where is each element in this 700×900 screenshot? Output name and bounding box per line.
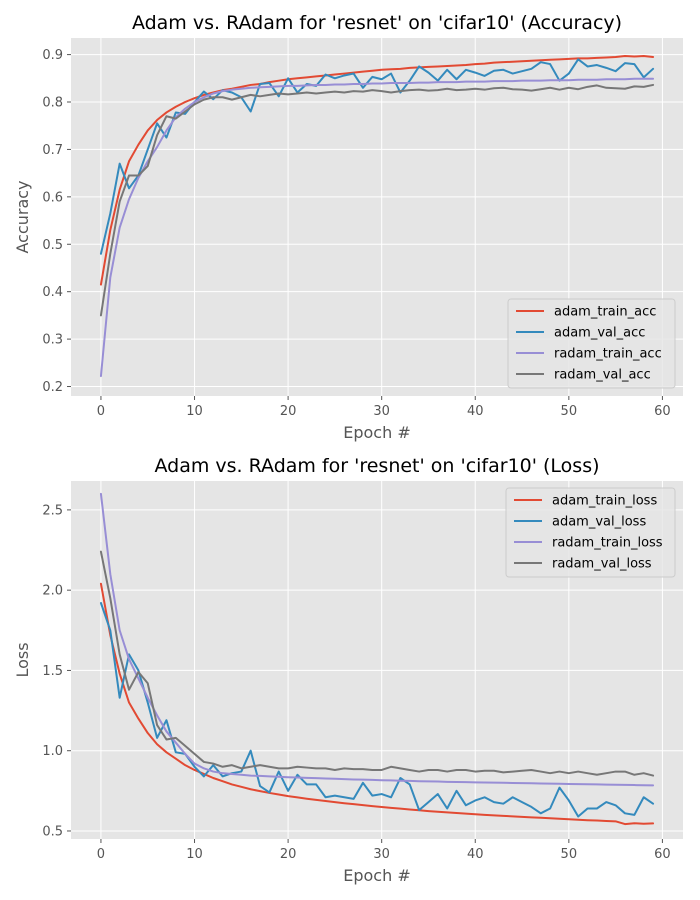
legend-entry-adam-train-acc: adam_train_acc <box>516 305 656 320</box>
legend-entry-radam-train-acc: radam_train_acc <box>516 347 662 362</box>
legend-entry-radam-val-loss: radam_val_loss <box>514 557 652 572</box>
series-line-radam-train-loss <box>99 492 655 787</box>
y-tick-label: 0.8 <box>42 96 63 111</box>
loss-chart-title: Adam vs. RAdam for 'resnet' on 'cifar10'… <box>154 455 599 477</box>
y-tick-label: 2.5 <box>42 503 63 518</box>
x-tick-label: 60 <box>654 404 671 419</box>
accuracy-legend-box <box>507 298 676 389</box>
x-tick-label: 0 <box>97 847 105 862</box>
legend-label: adam_val_loss <box>552 515 646 530</box>
legend-label: adam_train_loss <box>552 494 657 509</box>
legend-label: adam_val_acc <box>554 326 645 341</box>
legend-entry-adam-val-acc: adam_val_acc <box>516 326 645 341</box>
series-line-radam-train-acc <box>99 77 655 378</box>
x-tick-label: 30 <box>373 404 390 419</box>
loss-legend: adam_train_loss adam_val_loss radam_trai… <box>505 487 676 578</box>
loss-legend-box <box>505 487 676 578</box>
x-tick-label: 40 <box>467 847 484 862</box>
series-line-adam-train-loss <box>99 582 655 826</box>
x-tick-label: 10 <box>186 404 203 419</box>
x-tick-label: 10 <box>186 847 203 862</box>
loss-x-ticks: 0 10 20 30 40 50 60 <box>97 839 671 862</box>
legend-entry-adam-val-loss: adam_val_loss <box>514 515 646 530</box>
y-tick-label: 0.4 <box>42 285 63 300</box>
accuracy-y-axis-label: Accuracy <box>13 180 32 253</box>
y-tick-label: 0.3 <box>42 333 63 348</box>
y-tick-label: 0.7 <box>42 143 63 158</box>
accuracy-series <box>99 55 655 378</box>
x-tick-label: 0 <box>97 404 105 419</box>
loss-y-ticks: 0.5 1.0 1.5 2.0 2.5 <box>42 503 71 839</box>
loss-series <box>99 492 655 826</box>
y-tick-label: 0.9 <box>42 48 63 63</box>
legend-label: radam_train_acc <box>554 347 662 362</box>
x-tick-label: 50 <box>561 847 578 862</box>
accuracy-x-ticks: 0 10 20 30 40 50 60 <box>97 396 671 419</box>
legend-label: radam_val_acc <box>554 368 651 383</box>
x-tick-label: 60 <box>654 847 671 862</box>
accuracy-chart-title: Adam vs. RAdam for 'resnet' on 'cifar10'… <box>132 12 622 34</box>
series-line-adam-train-acc <box>99 55 655 286</box>
series-line-radam-val-loss <box>99 550 655 777</box>
legend-entry-radam-val-acc: radam_val_acc <box>516 368 651 383</box>
legend-entry-radam-train-loss: radam_train_loss <box>514 536 663 551</box>
y-tick-label: 1.5 <box>42 664 63 679</box>
y-tick-label: 0.5 <box>42 238 63 253</box>
x-tick-label: 40 <box>467 404 484 419</box>
accuracy-chart: 0 10 20 30 40 50 60 0.2 0.3 0.4 0.5 0.6 0.7 0.8 0.9 A… <box>13 12 683 442</box>
y-tick-label: 0.5 <box>42 824 63 839</box>
legend-label: adam_train_acc <box>554 305 656 320</box>
x-tick-label: 20 <box>280 847 297 862</box>
y-tick-label: 2.0 <box>42 584 63 599</box>
accuracy-grid <box>71 38 683 396</box>
loss-chart: 0 10 20 30 40 50 60 0.5 1.0 1.5 2.0 2.5 Adam vs. R… <box>13 455 683 885</box>
y-tick-label: 0.2 <box>42 380 63 395</box>
x-tick-label: 30 <box>373 847 390 862</box>
accuracy-legend: adam_train_acc adam_val_acc radam_train_… <box>507 298 676 389</box>
loss-x-axis-label: Epoch # <box>343 866 410 885</box>
legend-entry-adam-train-loss: adam_train_loss <box>514 494 657 509</box>
accuracy-x-axis-label: Epoch # <box>343 423 410 442</box>
x-tick-label: 20 <box>280 404 297 419</box>
x-tick-label: 50 <box>561 404 578 419</box>
y-tick-label: 1.0 <box>42 744 63 759</box>
y-tick-label: 0.6 <box>42 190 63 205</box>
series-line-radam-val-acc <box>99 83 655 317</box>
legend-label: radam_val_loss <box>552 557 652 572</box>
legend-label: radam_train_loss <box>552 536 663 551</box>
loss-y-axis-label: Loss <box>13 642 32 677</box>
series-line-adam-val-loss <box>99 602 655 818</box>
accuracy-y-ticks: 0.2 0.3 0.4 0.5 0.6 0.7 0.8 0.9 <box>42 48 71 395</box>
